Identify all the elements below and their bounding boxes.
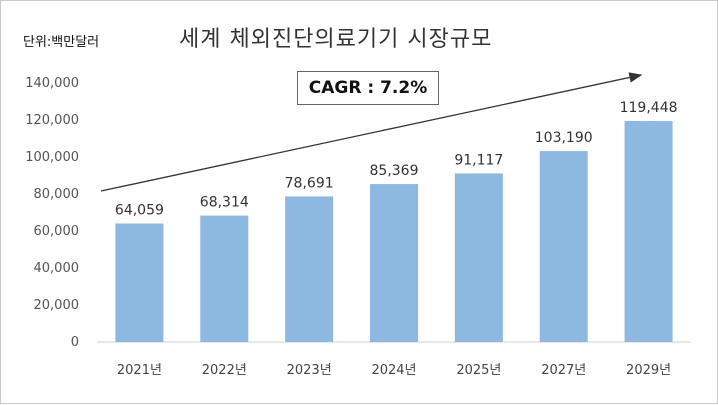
growth-trend-arrow: [100, 72, 643, 192]
data-label: 119,448: [620, 100, 678, 116]
y-tick-label: 120,000: [25, 113, 79, 128]
data-label: 68,314: [200, 195, 249, 211]
bar-2029년: [624, 121, 673, 342]
data-label: 85,369: [370, 163, 419, 179]
y-tick-label: 40,000: [34, 261, 80, 276]
chart-title: 세계 체외진단의료기기 시장규모: [179, 27, 493, 52]
cagr-annotation: CAGR : 7.2%: [297, 71, 439, 105]
bar-2025년: [454, 173, 503, 342]
x-tick-label: 2025년: [456, 363, 501, 378]
unit-label: 단위:백만달러: [23, 35, 100, 50]
y-tick-label: 100,000: [25, 150, 79, 165]
x-tick-label: 2022년: [202, 363, 247, 378]
x-tick-label: 2024년: [371, 363, 416, 378]
bar-2021년: [115, 223, 164, 342]
data-label: 91,117: [454, 152, 503, 168]
y-tick-label: 140,000: [25, 76, 79, 91]
x-tick-label: 2027년: [541, 363, 586, 378]
y-tick-label: 60,000: [34, 224, 80, 239]
y-tick-label: 0: [71, 335, 79, 350]
bar-2027년: [539, 151, 588, 342]
data-label: 78,691: [285, 175, 334, 191]
data-label: 64,059: [115, 202, 164, 218]
bar-2024년: [370, 184, 418, 342]
x-tick-label: 2023년: [287, 363, 332, 378]
bar-2023년: [285, 196, 334, 342]
x-tick-label: 2029년: [626, 363, 671, 378]
data-label: 103,190: [535, 130, 593, 146]
y-tick-label: 80,000: [34, 187, 80, 202]
bar-2022년: [200, 215, 249, 342]
y-tick-label: 20,000: [34, 298, 80, 313]
x-tick-label: 2021년: [117, 363, 162, 378]
